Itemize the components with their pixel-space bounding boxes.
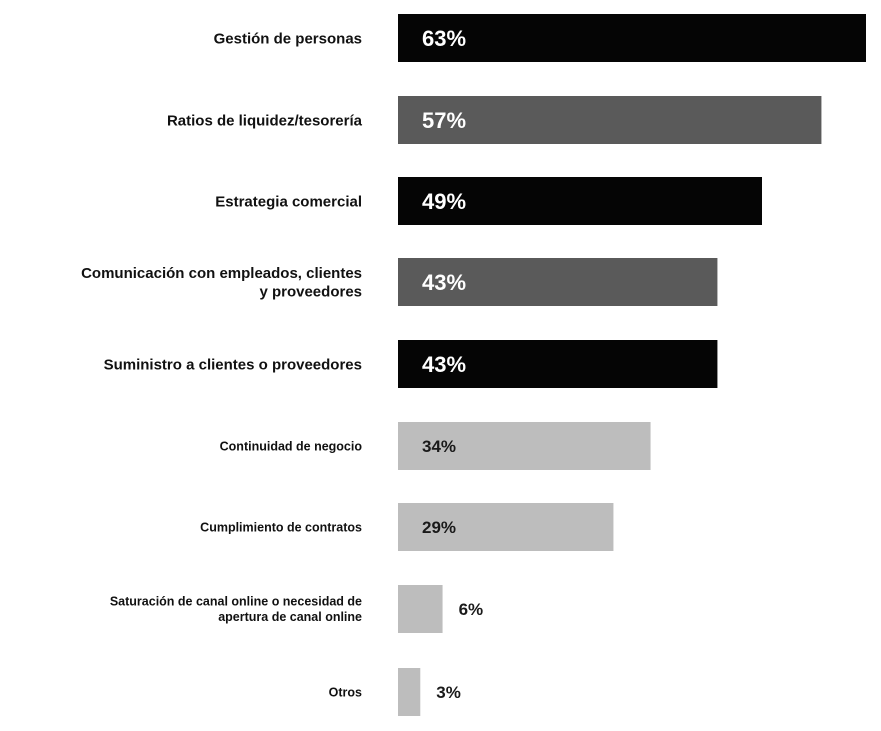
category-label-6: Cumplimiento de contratos — [200, 520, 362, 534]
value-label-7: 6% — [459, 600, 484, 619]
value-label-2: 49% — [422, 189, 466, 214]
value-label-5: 34% — [422, 437, 456, 456]
category-label-7-line-0: Saturación de canal online o necesidad d… — [110, 595, 362, 609]
bar-3 — [398, 258, 718, 306]
bar-8 — [398, 668, 421, 716]
bar-2 — [398, 177, 762, 225]
category-label-4: Suministro a clientes o proveedores — [104, 356, 362, 373]
bar-1 — [398, 96, 822, 144]
category-label-0: Gestión de personas — [214, 30, 362, 47]
bar-5 — [398, 422, 651, 470]
value-label-3: 43% — [422, 270, 466, 295]
category-label-1: Ratios de liquidez/tesorería — [167, 112, 363, 129]
bar-0 — [398, 14, 866, 62]
bar-7 — [398, 585, 443, 633]
bar-4 — [398, 340, 718, 388]
category-label-7-line-1: apertura de canal online — [218, 610, 362, 624]
value-label-4: 43% — [422, 352, 466, 377]
bar-6 — [398, 503, 614, 551]
category-label-3-line-0: Comunicación con empleados, clientes — [81, 265, 362, 282]
category-label-2: Estrategia comercial — [215, 193, 362, 210]
category-label-5: Continuidad de negocio — [220, 439, 363, 453]
value-label-8: 3% — [436, 683, 461, 702]
category-label-3-line-1: y proveedores — [259, 284, 362, 301]
category-label-8: Otros — [329, 685, 362, 699]
value-label-6: 29% — [422, 518, 456, 537]
value-label-1: 57% — [422, 108, 466, 133]
value-label-0: 63% — [422, 26, 466, 51]
